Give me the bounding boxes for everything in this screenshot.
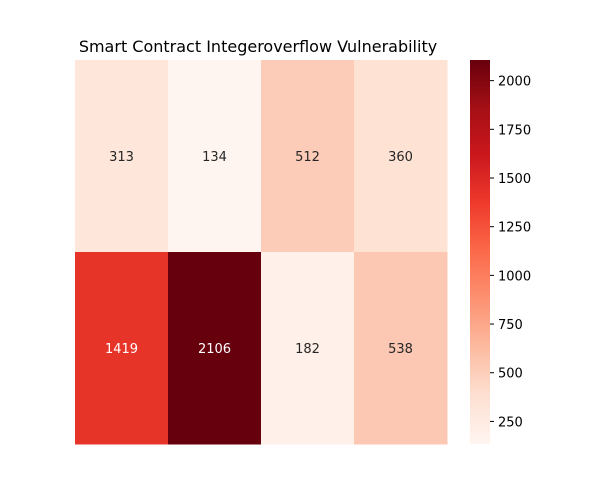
heatmap-cell-r1-c3 [354, 252, 448, 445]
heatmap-cell-label-r1-c3: 538 [388, 342, 413, 357]
colorbar [470, 60, 490, 444]
heatmap-cell-label-r0-c3: 360 [388, 150, 413, 165]
colorbar-tick-label-1500: 1500 [498, 172, 531, 187]
heatmap-cell-labels: 313 134 512 360 1419 2106 182 538 [105, 150, 413, 357]
colorbar-tick-label-250: 250 [498, 415, 523, 430]
heatmap-cell-label-r0-c1: 134 [202, 150, 227, 165]
heatmap-cell-r1-c0 [75, 252, 169, 445]
heatmap-cell-label-r1-c1: 2106 [198, 342, 231, 357]
chart-title: Smart Contract Integeroverflow Vulnerabi… [79, 37, 437, 56]
heatmap-cell-r1-c2 [261, 252, 355, 445]
colorbar-ticks: 250 500 750 1000 1250 1500 1750 2000 [490, 75, 531, 430]
colorbar-tick-label-750: 750 [498, 318, 523, 333]
colorbar-tick-label-1750: 1750 [498, 123, 531, 138]
heatmap-grid [75, 60, 448, 445]
heatmap-cell-r0-c1 [168, 60, 262, 253]
colorbar-tick-label-1250: 1250 [498, 221, 531, 236]
heatmap-cell-label-r1-c2: 182 [295, 342, 320, 357]
heatmap-cell-r0-c0 [75, 60, 169, 253]
heatmap-cell-label-r0-c0: 313 [109, 150, 134, 165]
colorbar-tick-label-500: 500 [498, 367, 523, 382]
heatmap-cell-r0-c3 [354, 60, 448, 253]
colorbar-tick-label-1000: 1000 [498, 269, 531, 284]
heatmap-cell-label-r0-c2: 512 [295, 150, 320, 165]
heatmap-cell-r0-c2 [261, 60, 355, 253]
heatmap-cell-r1-c1 [168, 252, 262, 445]
heatmap-cell-label-r1-c0: 1419 [105, 342, 138, 357]
colorbar-tick-label-2000: 2000 [498, 75, 531, 90]
